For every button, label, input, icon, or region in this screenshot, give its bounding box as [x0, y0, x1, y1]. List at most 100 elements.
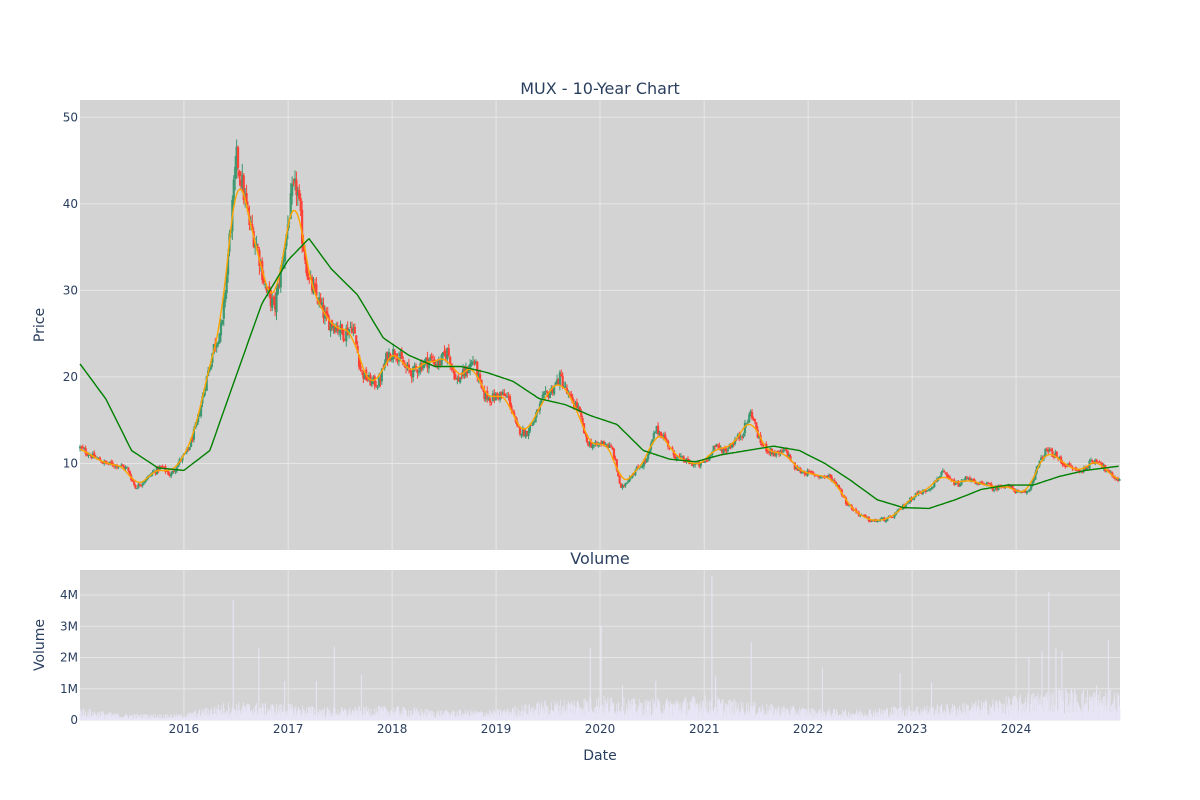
- candlestick-body: [500, 391, 503, 395]
- candlestick-body: [508, 396, 512, 407]
- candlestick: [1048, 447, 1051, 453]
- candlestick: [517, 426, 520, 428]
- candlestick-body: [692, 464, 695, 466]
- candlestick: [329, 321, 332, 338]
- candlestick-body: [399, 353, 402, 356]
- candlestick-body: [541, 394, 544, 399]
- candlestick-body: [815, 475, 818, 477]
- candlestick: [558, 370, 561, 391]
- candlestick-body: [645, 458, 648, 463]
- candlestick-body: [293, 178, 297, 183]
- candlestick: [490, 401, 493, 406]
- candlestick-body: [713, 446, 717, 448]
- candlestick-body: [590, 441, 593, 448]
- candlestick-body: [283, 247, 287, 262]
- candlestick: [1116, 476, 1120, 483]
- candlestick-body: [416, 370, 419, 374]
- candlestick-body: [1025, 491, 1028, 494]
- candlestick: [487, 396, 490, 401]
- candlestick: [137, 482, 140, 489]
- candlestick-body: [783, 448, 786, 450]
- candlestick: [342, 328, 345, 343]
- candlestick: [750, 409, 754, 421]
- candlestick-body: [1011, 485, 1014, 489]
- candlestick-body: [1059, 456, 1063, 463]
- candlestick-body: [655, 426, 658, 432]
- candlestick: [271, 293, 274, 312]
- candlestick-body: [864, 516, 868, 518]
- candlestick-body: [913, 496, 916, 499]
- candlestick: [629, 476, 633, 480]
- candlestick: [531, 422, 534, 427]
- candlestick: [743, 419, 747, 437]
- candlestick-body: [236, 147, 240, 168]
- candlestick: [819, 476, 822, 479]
- volume-bars: [79, 576, 1121, 720]
- candlestick-body: [1027, 490, 1030, 492]
- price-tick-label: 50: [63, 110, 78, 124]
- candlestick-body: [128, 471, 131, 476]
- candlestick: [396, 353, 399, 365]
- candlestick-body: [825, 476, 828, 477]
- candlestick-body: [437, 360, 440, 366]
- candlestick-body: [1109, 472, 1112, 474]
- candlestick: [376, 384, 379, 390]
- candlestick-body: [521, 429, 524, 435]
- candlestick: [454, 373, 458, 380]
- candlestick-body: [1108, 470, 1111, 474]
- candlestick: [608, 442, 611, 448]
- candlestick-body: [140, 485, 143, 486]
- candlestick-body: [528, 425, 532, 432]
- candlestick: [612, 447, 616, 460]
- candlestick: [239, 170, 242, 190]
- candlestick-body: [84, 448, 87, 454]
- candlestick-body: [444, 353, 448, 359]
- candlestick-body: [486, 390, 489, 400]
- candlestick: [674, 454, 677, 460]
- candlestick-body: [357, 354, 361, 367]
- candlestick-body: [558, 372, 561, 386]
- candlestick-body: [481, 388, 485, 390]
- candlestick-body: [662, 435, 665, 440]
- candlestick: [1025, 490, 1028, 495]
- candlestick: [773, 449, 776, 458]
- candlestick-body: [891, 516, 895, 518]
- candlestick: [360, 369, 364, 376]
- candlestick-body: [686, 458, 690, 461]
- candlestick: [301, 200, 304, 253]
- candlestick-body: [668, 447, 671, 449]
- candlestick: [768, 451, 771, 456]
- candlestick-body: [826, 475, 829, 477]
- candlestick-body: [424, 357, 428, 361]
- candlestick-body: [602, 441, 606, 445]
- candlestick-body: [332, 325, 335, 329]
- candlestick-body: [269, 290, 272, 307]
- candlestick-body: [441, 352, 445, 356]
- candlestick-body: [876, 520, 879, 523]
- candlestick-body: [977, 483, 980, 485]
- candlestick: [884, 519, 888, 524]
- candlestick-body: [654, 432, 657, 434]
- candlestick-body: [120, 465, 123, 467]
- candlestick-body: [846, 503, 849, 506]
- candlestick-body: [1028, 489, 1031, 491]
- candlestick: [615, 458, 618, 472]
- candlestick: [355, 335, 358, 346]
- candlestick-body: [370, 379, 373, 385]
- candlestick-body: [170, 473, 173, 477]
- candlestick: [443, 345, 446, 357]
- candlestick: [1069, 463, 1073, 467]
- candlestick: [619, 483, 623, 488]
- x-tick-label: 2019: [481, 722, 512, 736]
- candlestick-body: [222, 300, 225, 319]
- candlestick: [833, 478, 836, 483]
- candlestick-body: [1030, 485, 1033, 490]
- candlestick-body: [218, 333, 221, 344]
- candlestick: [624, 482, 627, 488]
- candlestick-body: [768, 451, 771, 453]
- candlestick: [698, 460, 701, 469]
- candlestick-body: [443, 350, 446, 354]
- candlestick: [501, 389, 504, 396]
- candlestick-body: [601, 440, 604, 445]
- candlestick-body: [731, 443, 734, 448]
